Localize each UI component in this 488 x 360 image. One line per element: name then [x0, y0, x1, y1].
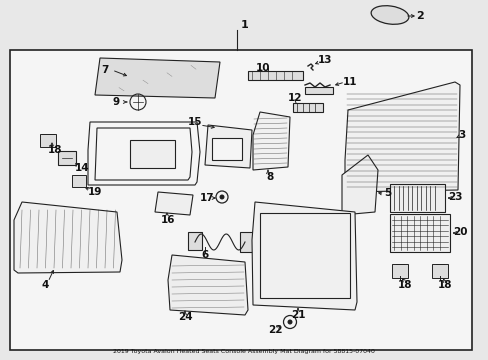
Bar	[389, 214, 449, 252]
Text: 13: 13	[317, 55, 331, 65]
Bar	[431, 264, 447, 278]
Text: 5: 5	[384, 188, 391, 198]
Text: 17: 17	[199, 193, 214, 203]
Bar	[240, 232, 253, 252]
Text: 8: 8	[266, 172, 273, 182]
Bar	[72, 175, 86, 187]
Text: 1: 1	[241, 20, 248, 30]
Text: 20: 20	[452, 227, 467, 237]
Polygon shape	[14, 202, 122, 273]
Circle shape	[219, 194, 224, 199]
Polygon shape	[95, 58, 220, 98]
Text: 18: 18	[437, 280, 451, 290]
Bar	[10, 50, 471, 350]
Polygon shape	[252, 112, 289, 170]
Text: 2019 Toyota Avalon Heated Seats Console Assembly Mat Diagram for 58815-07040: 2019 Toyota Avalon Heated Seats Console …	[113, 350, 374, 355]
Bar	[212, 138, 242, 160]
Bar	[40, 134, 56, 147]
Text: 18: 18	[48, 145, 62, 155]
Bar	[389, 184, 444, 212]
Text: 12: 12	[287, 93, 302, 103]
Bar	[130, 140, 175, 168]
Bar	[305, 87, 332, 94]
Text: 3: 3	[457, 130, 465, 140]
Text: 15: 15	[187, 117, 202, 127]
Text: 11: 11	[342, 77, 357, 87]
Circle shape	[287, 320, 292, 324]
Text: 14: 14	[75, 163, 89, 173]
Text: 10: 10	[255, 63, 270, 73]
Bar	[391, 264, 407, 278]
Text: 16: 16	[161, 215, 175, 225]
Text: 21: 21	[290, 310, 305, 320]
Ellipse shape	[370, 6, 408, 24]
Text: 22: 22	[267, 325, 282, 335]
Polygon shape	[341, 155, 377, 215]
Text: 2: 2	[415, 11, 423, 21]
Polygon shape	[155, 192, 193, 215]
Polygon shape	[345, 82, 459, 192]
Text: 23: 23	[447, 192, 461, 202]
Text: 19: 19	[88, 187, 102, 197]
Text: 7: 7	[101, 65, 108, 75]
Bar	[58, 151, 76, 165]
Text: 24: 24	[177, 312, 192, 322]
Text: 18: 18	[397, 280, 411, 290]
Polygon shape	[204, 125, 251, 168]
Polygon shape	[168, 255, 247, 315]
Text: 6: 6	[201, 250, 208, 260]
Bar	[247, 71, 303, 80]
Bar	[260, 213, 349, 298]
Text: 9: 9	[112, 97, 120, 107]
Polygon shape	[251, 202, 356, 310]
Bar	[187, 232, 202, 250]
Text: 4: 4	[41, 280, 49, 290]
Bar	[292, 103, 323, 112]
